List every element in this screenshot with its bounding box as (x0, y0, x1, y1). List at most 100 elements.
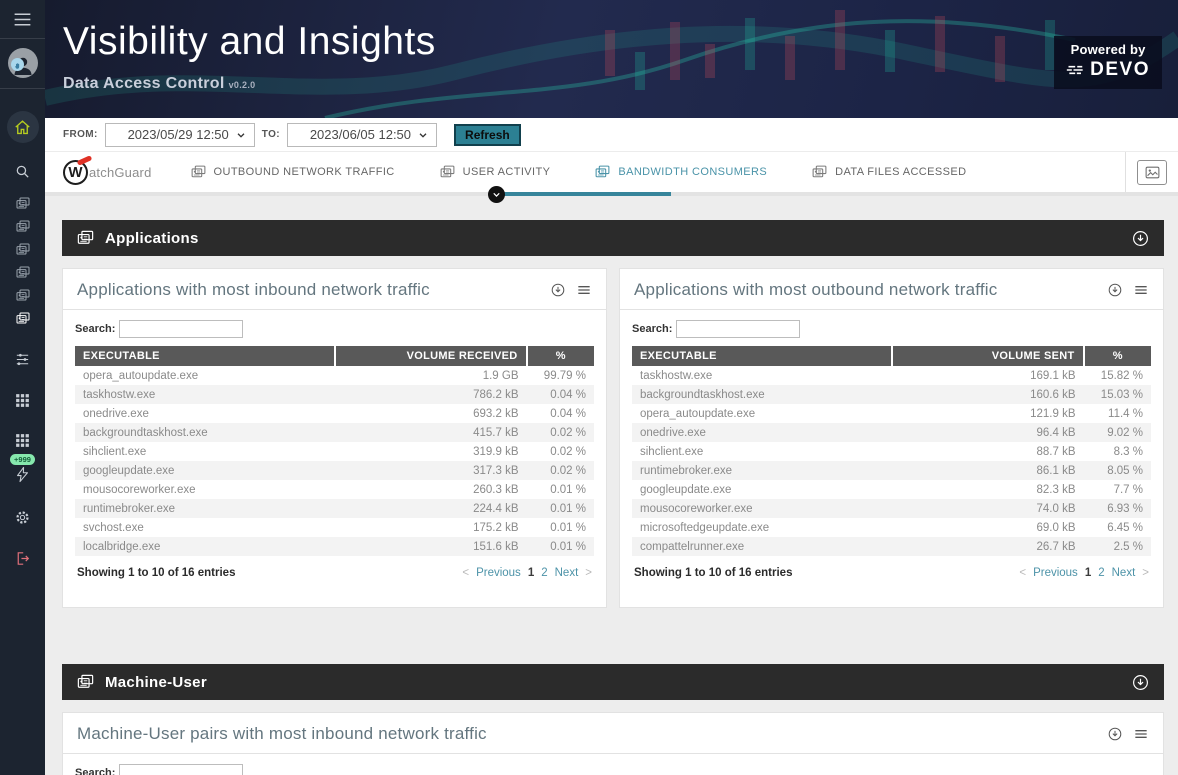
search-input[interactable] (676, 320, 801, 338)
table-row: taskhostw.exe 786.2 kB 0.04 % (75, 385, 594, 404)
prev-arrow[interactable]: < (1019, 567, 1027, 579)
menu-icon[interactable] (12, 9, 33, 30)
dashboard-content: Applications Applications with most inbo… (45, 196, 1178, 775)
next-arrow[interactable]: > (585, 567, 592, 579)
sidebar-item-dashboard-2[interactable] (15, 219, 31, 235)
table-cell: 1.9 GB (482, 369, 519, 382)
column-header-executable[interactable]: EXECUTABLE (75, 346, 335, 366)
page-1-link[interactable]: 1 (1084, 567, 1092, 579)
chart-view-button[interactable] (1137, 159, 1167, 185)
menu-icon[interactable] (1133, 726, 1149, 742)
next-link[interactable]: Next (1111, 567, 1136, 579)
table-cell: 151.6 kB (473, 540, 519, 553)
table-row: runtimebroker.exe 224.4 kB 0.01 % (75, 499, 594, 518)
report-icon (76, 229, 95, 248)
search-input[interactable] (119, 764, 244, 775)
table-cell: 86.1 kB (1036, 464, 1076, 477)
page-title: Visibility and Insights (63, 20, 436, 63)
previous-link[interactable]: Previous (476, 567, 521, 579)
table-cell: 2.5 % (1113, 540, 1143, 553)
table-cell: 169.1 kB (1030, 369, 1076, 382)
home-icon (13, 118, 32, 137)
table-cell: mousocoreworker.exe (640, 502, 753, 515)
modules-grid-icon[interactable] (14, 432, 31, 449)
download-icon[interactable] (1107, 726, 1123, 742)
search-label: Search: (75, 767, 116, 775)
tab-data-files-accessed[interactable]: DATA FILES ACCESSED (811, 164, 966, 181)
table-cell: 7.7 % (1113, 483, 1143, 496)
table-row: taskhostw.exe 169.1 kB 15.82 % (632, 366, 1151, 385)
table-cell: taskhostw.exe (83, 388, 156, 401)
search-input[interactable] (119, 320, 244, 338)
column-header-executable[interactable]: EXECUTABLE (632, 346, 892, 366)
sidebar-item-dashboard-6[interactable] (15, 311, 31, 327)
table-cell: 0.01 % (550, 483, 586, 496)
table-cell: onedrive.exe (83, 407, 149, 420)
next-arrow[interactable]: > (1142, 567, 1149, 579)
tab-outbound-network-traffic[interactable]: OUTBOUND NETWORK TRAFFIC (190, 164, 395, 181)
column-header-volume-received[interactable]: VOLUME RECEIVED (333, 346, 527, 366)
tab-user-activity[interactable]: USER ACTIVITY (439, 164, 551, 181)
menu-icon[interactable] (1133, 282, 1149, 298)
download-icon[interactable] (1107, 282, 1123, 298)
table-cell: sihclient.exe (640, 445, 704, 458)
page-subtitle: Data Access Control v0.2.0 (63, 75, 256, 92)
table-cell: 693.2 kB (473, 407, 519, 420)
column-header-volume-sent[interactable]: VOLUME SENT (890, 346, 1084, 366)
page-1-link[interactable]: 1 (527, 567, 535, 579)
report-icon (190, 164, 207, 181)
sidebar-item-home[interactable] (6, 111, 39, 143)
table-cell: compattelrunner.exe (640, 540, 745, 553)
download-icon[interactable] (550, 282, 566, 298)
sidebar-item-dashboard-3[interactable] (15, 242, 31, 258)
page-2-link[interactable]: 2 (1098, 567, 1105, 579)
download-icon[interactable] (1131, 229, 1150, 248)
to-date-select[interactable]: 2023/06/05 12:50 (287, 122, 438, 147)
sidebar-item-dashboard-5[interactable] (15, 288, 31, 304)
table-cell: googleupdate.exe (83, 464, 175, 477)
refresh-button[interactable]: Refresh (454, 123, 521, 146)
table-row: backgroundtaskhost.exe 415.7 kB 0.02 % (75, 423, 594, 442)
table-row: onedrive.exe 96.4 kB 9.02 % (632, 423, 1151, 442)
logout-icon[interactable] (14, 550, 31, 567)
search-label: Search: (75, 323, 116, 335)
table-row: opera_autoupdate.exe 121.9 kB 11.4 % (632, 404, 1151, 423)
filters-icon[interactable] (14, 351, 31, 368)
menu-icon[interactable] (576, 282, 592, 298)
pagination: < Previous 1 2 Next > (1019, 567, 1149, 579)
download-icon[interactable] (1131, 673, 1150, 692)
sidebar-item-dashboard-1[interactable] (15, 196, 31, 212)
column-header-percent[interactable]: % (1082, 346, 1151, 366)
active-tab-indicator[interactable] (488, 186, 505, 203)
table-row: sihclient.exe 88.7 kB 8.3 % (632, 442, 1151, 461)
card-title: Machine-User pairs with most inbound net… (77, 724, 487, 743)
table-cell: opera_autoupdate.exe (640, 407, 756, 420)
table-cell: 6.93 % (1107, 502, 1143, 515)
apps-grid-icon[interactable] (14, 392, 31, 409)
next-link[interactable]: Next (554, 567, 579, 579)
tab-bandwidth-consumers[interactable]: BANDWIDTH CONSUMERS (594, 164, 767, 181)
table-cell: 0.01 % (550, 521, 586, 534)
previous-link[interactable]: Previous (1033, 567, 1078, 579)
lightning-icon[interactable] (14, 466, 31, 483)
table-cell: backgroundtaskhost.exe (83, 426, 208, 439)
table-cell: 69.0 kB (1036, 521, 1076, 534)
prev-arrow[interactable]: < (462, 567, 470, 579)
sidebar-item-dashboard-4[interactable] (15, 265, 31, 281)
table-cell: 160.6 kB (1030, 388, 1076, 401)
avatar[interactable] (7, 48, 38, 78)
table-cell: 0.02 % (550, 464, 586, 477)
gear-icon[interactable] (14, 509, 31, 526)
from-date-select[interactable]: 2023/05/29 12:50 (104, 122, 255, 147)
page-2-link[interactable]: 2 (541, 567, 548, 579)
table-cell: 9.02 % (1107, 426, 1143, 439)
table-cell: 8.05 % (1107, 464, 1143, 477)
table-cell: 82.3 kB (1036, 483, 1076, 496)
entries-summary: Showing 1 to 10 of 16 entries (634, 567, 793, 579)
table-cell: 175.2 kB (473, 521, 519, 534)
notification-badge: +999 (10, 454, 35, 465)
search-icon[interactable] (14, 163, 31, 180)
table-cell: runtimebroker.exe (640, 464, 733, 477)
column-header-percent[interactable]: % (525, 346, 594, 366)
